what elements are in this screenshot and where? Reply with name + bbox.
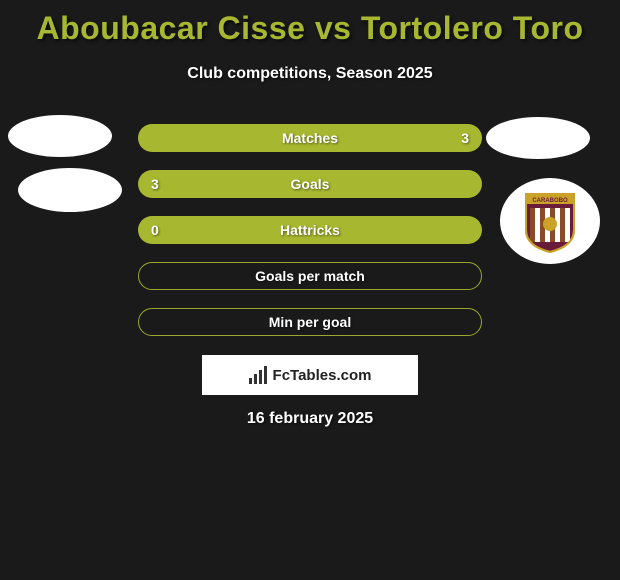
player-right-avatar-placeholder (486, 117, 590, 159)
date-text: 16 february 2025 (0, 410, 620, 428)
subtitle: Club competitions, Season 2025 (0, 65, 620, 83)
stat-left-value: 3 (151, 176, 159, 192)
player-left-avatar-placeholder-1 (8, 115, 112, 157)
brand-bars-icon (249, 366, 267, 384)
stat-label: Matches (282, 130, 338, 146)
player-left-avatar-placeholder-2 (18, 168, 122, 212)
page-title: Aboubacar Cisse vs Tortolero Toro (0, 0, 620, 47)
brand-text: FcTables.com (273, 367, 372, 384)
stat-left-value: 0 (151, 222, 159, 238)
stat-label: Hattricks (280, 222, 340, 238)
stat-bars-container: Matches 3 3 Goals 0 Hattricks Goals per … (138, 124, 482, 354)
svg-text:CARABOBO: CARABOBO (532, 198, 568, 204)
player-right-club-crest: CARABOBO (500, 178, 600, 264)
stat-bar-min-per-goal: Min per goal (138, 308, 482, 336)
stat-bar-matches: Matches 3 (138, 124, 482, 152)
stat-label: Goals (291, 176, 330, 192)
club-crest-icon: CARABOBO (522, 188, 578, 254)
stat-bar-hattricks: 0 Hattricks (138, 216, 482, 244)
stat-bar-goals-per-match: Goals per match (138, 262, 482, 290)
stat-label: Goals per match (255, 268, 365, 284)
stat-label: Min per goal (269, 314, 351, 330)
brand-box: FcTables.com (202, 355, 418, 395)
stat-bar-goals: 3 Goals (138, 170, 482, 198)
stat-right-value: 3 (461, 130, 469, 146)
